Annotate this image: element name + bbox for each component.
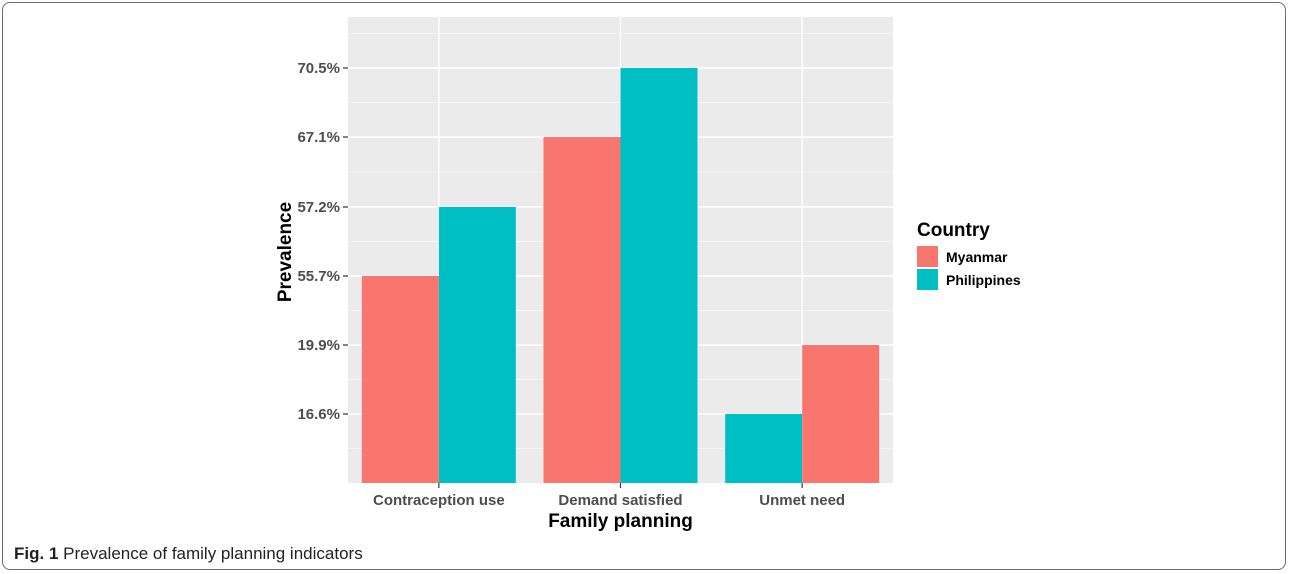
legend-key-myanmar bbox=[917, 246, 938, 267]
bar-myanmar bbox=[543, 137, 621, 483]
y-tick-label: 16.6% bbox=[297, 406, 340, 423]
y-tick-label: 19.9% bbox=[297, 337, 340, 354]
x-tick-label: Contraception use bbox=[373, 492, 505, 509]
legend-label: Myanmar bbox=[946, 249, 1008, 265]
y-tick-label: 70.5% bbox=[297, 60, 340, 77]
bar-philippines bbox=[438, 207, 516, 483]
y-tick-label: 67.1% bbox=[297, 129, 340, 146]
x-axis-title: Family planning bbox=[548, 511, 693, 532]
x-tick-label: Demand satisfied bbox=[558, 492, 682, 509]
y-tick-label: 57.2% bbox=[297, 199, 340, 216]
bar-myanmar bbox=[361, 276, 439, 483]
bar-myanmar bbox=[802, 345, 880, 483]
x-tick-label: Unmet need bbox=[759, 492, 845, 509]
bar-philippines bbox=[725, 414, 803, 483]
legend-title: Country bbox=[917, 220, 990, 241]
y-axis-title: Prevalence bbox=[275, 202, 296, 302]
bar-philippines bbox=[620, 68, 698, 483]
legend-key-philippines bbox=[917, 269, 938, 290]
figure-caption: Fig. 1 Prevalence of family planning ind… bbox=[14, 544, 363, 564]
figure-caption-label: Fig. 1 bbox=[14, 544, 59, 563]
y-tick-label: 55.7% bbox=[297, 268, 340, 285]
legend-label: Philippines bbox=[946, 272, 1021, 288]
figure-caption-text: Prevalence of family planning indicators bbox=[63, 544, 363, 563]
